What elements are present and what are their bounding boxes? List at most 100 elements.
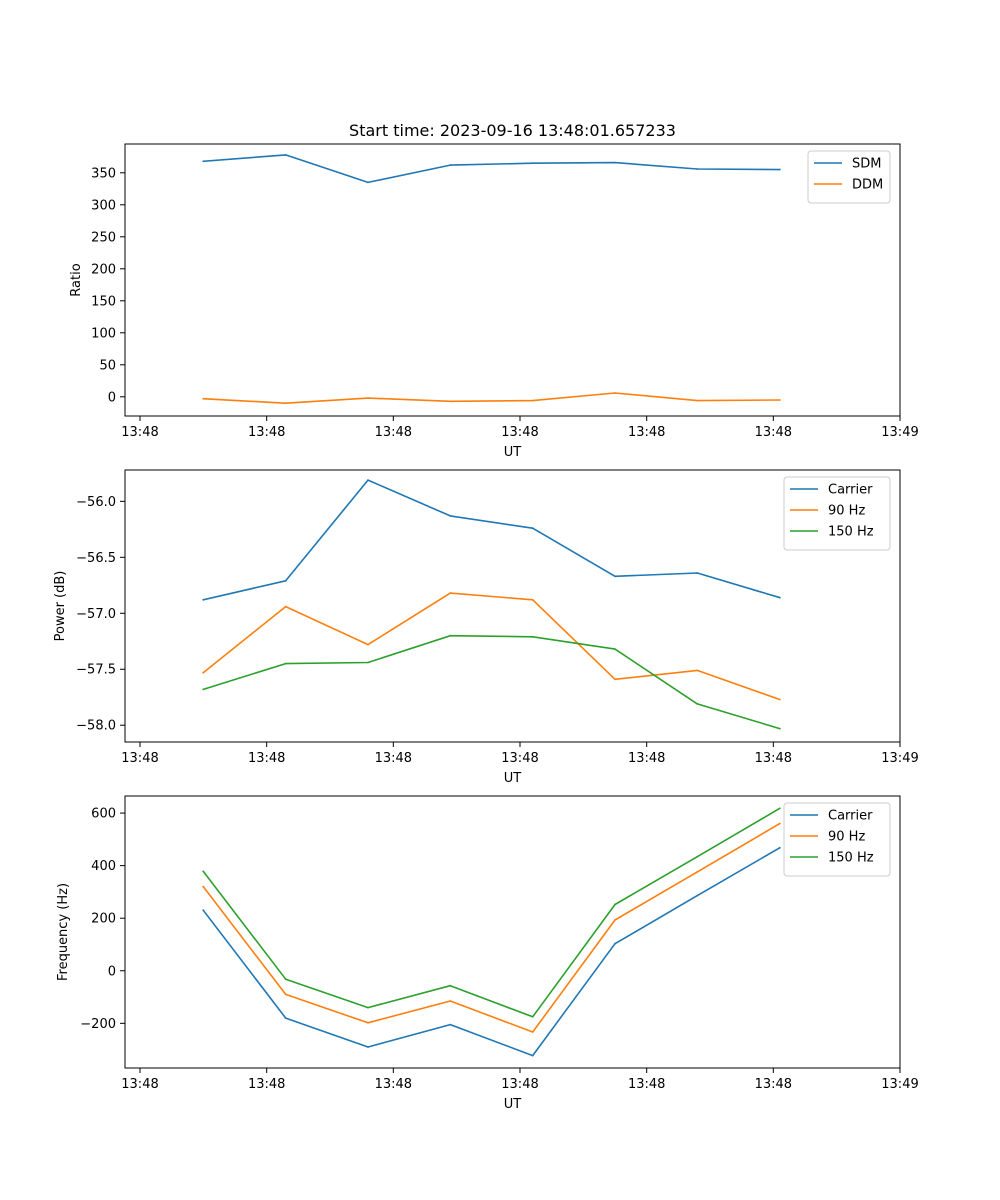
- ratio-series-ddm-point: [614, 392, 616, 394]
- frequency-series-150-hz-point: [614, 903, 616, 906]
- power-series-carrier-point: [367, 479, 369, 481]
- frequency-series-90-hz-point: [531, 1031, 534, 1033]
- power-x-axis-label: UT: [504, 771, 522, 786]
- power-series-carrier-point: [778, 596, 781, 599]
- frequency-series-90-hz-point: [202, 885, 205, 888]
- power-y-tick-label: −57.5: [76, 663, 116, 678]
- ratio-x-axis-label: UT: [504, 445, 522, 460]
- power-x-ticks: 13:48 13:48 13:48 13:48 13:48 13:48 13:49: [121, 742, 919, 766]
- ratio-y-tick-label: 100: [91, 326, 116, 341]
- power-series-150-hz-point: [449, 634, 452, 637]
- ratio-y-tick-label: 0: [108, 390, 116, 405]
- frequency-y-tick-label: 0: [108, 964, 116, 979]
- power-y-tick-label: −56.0: [76, 495, 116, 510]
- frequency-series-150-hz-point: [696, 855, 699, 858]
- ratio-x-tick-label: 13:48: [248, 425, 285, 440]
- ratio-series-ddm-point: [449, 400, 452, 403]
- power-series-90-hz-line: [202, 592, 781, 701]
- ratio-y-tick-label: 150: [91, 294, 116, 309]
- power-series-150-hz-point: [284, 662, 287, 665]
- frequency-series-150-hz-point: [367, 1006, 369, 1009]
- ratio-series-sdm-point: [778, 168, 781, 171]
- frequency-series-carrier-point: [531, 1054, 534, 1057]
- power-x-tick-label: 13:48: [501, 751, 538, 766]
- frequency-series-90-hz-point: [614, 919, 616, 921]
- power-series-90-hz-point: [284, 605, 287, 608]
- power-series-carrier-point: [531, 527, 534, 530]
- chart-title: Start time: 2023-09-16 13:48:01.657233: [349, 121, 676, 140]
- ratio-series-ddm-point: [202, 397, 205, 400]
- frequency-legend-label-carrier: Carrier: [828, 809, 873, 824]
- ratio-y-tick-label: 350: [91, 166, 116, 181]
- frequency-series-carrier-point: [202, 909, 205, 912]
- frequency-series-90-hz-point: [367, 1021, 369, 1024]
- ratio-y-tick-label: 300: [91, 198, 116, 213]
- ratio-series-ddm-point: [778, 399, 781, 401]
- frequency-series-carrier-point: [778, 846, 781, 849]
- ratio-series-sdm-point: [284, 154, 287, 156]
- frequency-series-carrier-point: [614, 942, 616, 945]
- frequency-axes-frame: [124, 795, 901, 1069]
- frequency-x-axis-label: UT: [504, 1097, 522, 1112]
- ratio-series-ddm-line: [202, 392, 781, 405]
- ratio-x-tick-label: 13:48: [121, 425, 158, 440]
- ratio-x-ticks: 13:48 13:48 13:48 13:48 13:48 13:48 13:49: [121, 416, 919, 440]
- ratio-y-axis-label: Ratio: [69, 263, 84, 296]
- power-y-tick-label: −56.5: [76, 551, 116, 566]
- panel-power: 13:48 13:48 13:48 13:48 13:48 13:48 13:49 −58.…: [53, 469, 919, 786]
- frequency-legend-label-90-hz: 90 Hz: [828, 830, 865, 845]
- frequency-x-tick-label: 13:48: [375, 1077, 412, 1092]
- frequency-series-150-hz-line: [202, 807, 781, 1018]
- frequency-series-90-hz-line: [202, 822, 781, 1033]
- ratio-legend: SDM DDM: [807, 150, 891, 204]
- ratio-x-tick-label: 13:48: [375, 425, 412, 440]
- ratio-series-sdm-point: [367, 181, 369, 184]
- power-x-tick-label: 13:48: [121, 751, 158, 766]
- power-x-tick-label: 13:48: [628, 751, 665, 766]
- power-series-carrier-point: [449, 515, 452, 517]
- ratio-y-tick-label: 200: [91, 262, 116, 277]
- ratio-y-tick-label: 50: [99, 358, 116, 373]
- frequency-y-ticks: −200 0 200 400 600: [80, 807, 125, 1032]
- ratio-x-tick-label: 13:48: [628, 425, 665, 440]
- frequency-y-axis-label: Frequency (Hz): [56, 883, 71, 981]
- power-series-90-hz-point: [202, 671, 205, 674]
- power-series-150-hz-point: [778, 727, 781, 730]
- ratio-x-tick-label: 13:49: [881, 425, 918, 440]
- ratio-series-ddm-point: [531, 399, 534, 402]
- ratio-y-tick-label: 250: [91, 230, 116, 245]
- ratio-legend-label-sdm: SDM: [852, 157, 881, 172]
- ratio-series-sdm-point: [531, 162, 534, 165]
- frequency-series-150-hz-point: [202, 870, 205, 873]
- power-axes-frame: [124, 469, 901, 743]
- frequency-x-tick-label: 13:48: [501, 1077, 538, 1092]
- power-series-150-hz-point: [367, 661, 369, 664]
- frequency-x-tick-label: 13:48: [248, 1077, 285, 1092]
- frequency-y-tick-label: 600: [91, 807, 116, 822]
- power-y-axis-label: Power (dB): [53, 571, 68, 642]
- frequency-series-carrier-point: [284, 1017, 287, 1019]
- frequency-series-150-hz-point: [531, 1015, 534, 1018]
- panel-frequency: 13:48 13:48 13:48 13:48 13:48 13:48 13:49 −200…: [56, 795, 919, 1112]
- power-series-90-hz-point: [449, 592, 452, 594]
- power-series-150-hz-point: [531, 635, 534, 638]
- frequency-y-tick-label: −200: [80, 1017, 116, 1032]
- frequency-series-carrier-point: [696, 894, 699, 897]
- power-y-tick-label: −58.0: [76, 719, 116, 734]
- frequency-legend: Carrier 90 Hz 150 Hz: [783, 802, 891, 877]
- frequency-series-150-hz-point: [449, 984, 452, 987]
- ratio-series-sdm-point: [449, 164, 452, 167]
- power-series-150-hz-point: [202, 688, 205, 691]
- ratio-series-ddm-point: [367, 397, 369, 399]
- ratio-x-tick-label: 13:48: [755, 425, 792, 440]
- power-legend-label-90-hz: 90 Hz: [828, 504, 865, 519]
- power-series-90-hz-point: [367, 643, 369, 646]
- power-y-ticks: −58.0 −57.5 −57.0 −56.5 −56.0: [76, 495, 125, 734]
- panel-ratio: Start time: 2023-09-16 13:48:01.657233 1…: [69, 121, 919, 460]
- power-x-tick-label: 13:48: [248, 751, 285, 766]
- power-series-150-hz-point: [696, 703, 699, 705]
- power-lines: [202, 479, 781, 730]
- power-series-carrier-point: [696, 572, 699, 574]
- frequency-y-tick-label: 400: [91, 859, 116, 874]
